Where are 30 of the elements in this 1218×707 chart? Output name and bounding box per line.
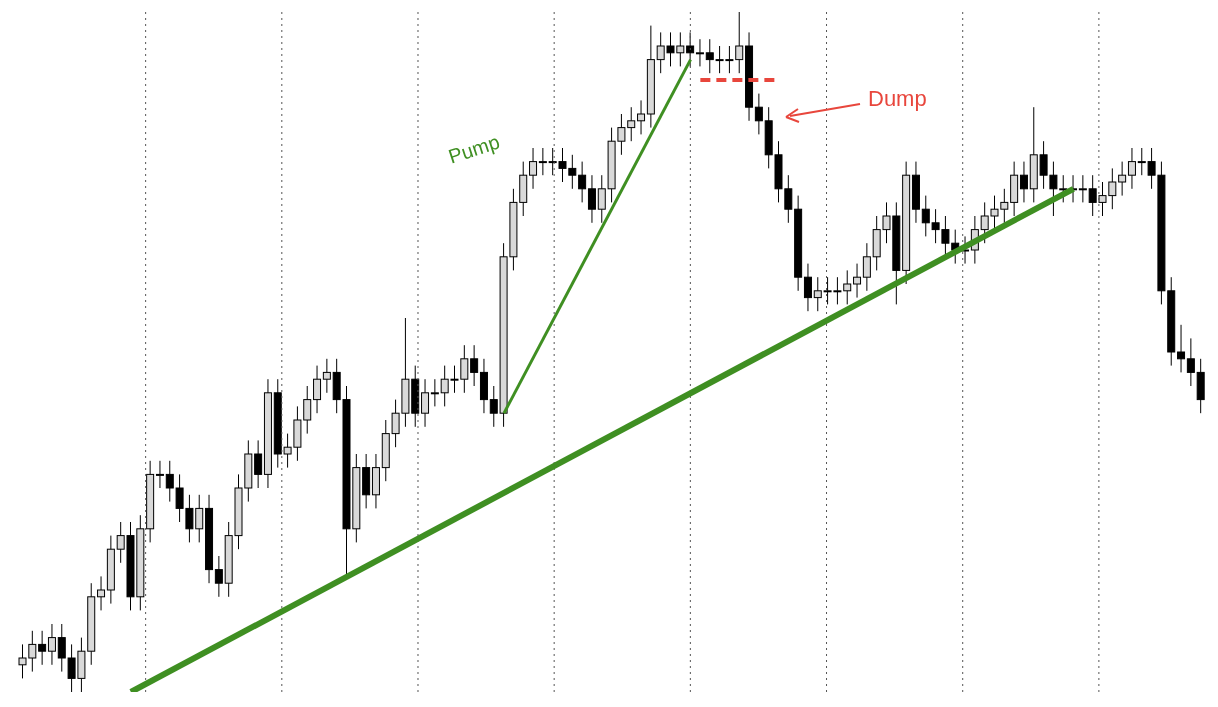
candlestick <box>578 161 587 203</box>
candlestick <box>421 378 430 428</box>
candlestick <box>1078 174 1087 203</box>
annotation: Pump <box>445 130 503 169</box>
candlestick <box>853 263 862 299</box>
candlestick <box>587 174 596 224</box>
candlestick <box>803 263 812 312</box>
candlestick <box>1118 161 1127 197</box>
candlestick <box>214 555 223 598</box>
candlestick <box>1186 337 1195 387</box>
candlestick <box>754 93 763 135</box>
candlestick <box>430 378 439 407</box>
candlestick <box>47 623 56 666</box>
candlestick <box>686 31 695 67</box>
candlestick <box>529 147 538 190</box>
candlestick <box>155 460 164 489</box>
candlestick <box>637 99 646 135</box>
candlestick <box>862 242 871 292</box>
candlestick <box>1019 161 1028 203</box>
candlestick <box>38 630 47 666</box>
candlestick <box>313 365 322 414</box>
candlestick <box>538 147 547 176</box>
candlestick <box>97 575 106 611</box>
candlestick <box>1127 147 1136 190</box>
candlestick <box>254 439 263 489</box>
candlestick <box>1177 324 1186 373</box>
annotation: Dump <box>868 86 927 112</box>
candlestick <box>470 344 479 387</box>
candlestick <box>695 38 704 67</box>
candlestick <box>322 358 331 394</box>
